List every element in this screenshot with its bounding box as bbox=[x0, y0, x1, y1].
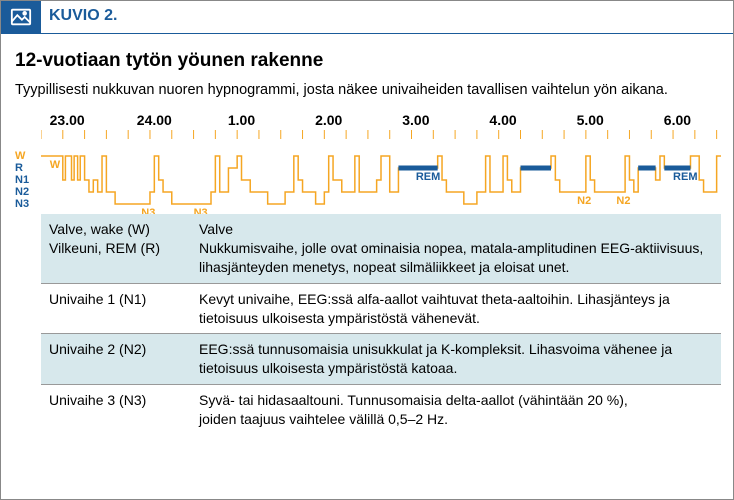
svg-text:N3: N3 bbox=[194, 207, 208, 214]
time-tick-label: 5.00 bbox=[577, 112, 604, 128]
svg-text:N2: N2 bbox=[577, 195, 591, 207]
time-tick-label: 24.00 bbox=[137, 112, 172, 128]
stage-label: N1 bbox=[15, 174, 39, 186]
time-tick-label: 2.00 bbox=[315, 112, 342, 128]
table-row: Univaihe 2 (N2)EEG:ssä tunnusomaisia uni… bbox=[41, 334, 721, 385]
svg-text:N2: N2 bbox=[616, 195, 630, 207]
stage-label: N3 bbox=[15, 198, 39, 210]
time-tick-label: 1.00 bbox=[228, 112, 255, 128]
figure-label: KUVIO 2. bbox=[41, 1, 145, 33]
figure-header: KUVIO 2. bbox=[1, 1, 733, 34]
time-tick-label: 6.00 bbox=[664, 112, 691, 128]
svg-text:W: W bbox=[50, 159, 61, 171]
table-row: Valve, wake (W)Vilkeuni, REM (R)ValveNuk… bbox=[41, 214, 721, 283]
stage-label: W bbox=[15, 150, 39, 162]
definition-cell: Syvä- tai hidasaaltouni. Tunnusomaisia d… bbox=[191, 385, 721, 435]
stage-definition-table: Valve, wake (W)Vilkeuni, REM (R)ValveNuk… bbox=[1, 214, 733, 435]
hypnogram-svg: W N3 N3 REM N2 N2 REM bbox=[41, 130, 721, 214]
image-icon bbox=[1, 1, 41, 33]
definition-cell: Kevyt univaihe, EEG:ssä alfa-aallot vaih… bbox=[191, 283, 721, 334]
term-cell: Univaihe 1 (N1) bbox=[41, 283, 191, 334]
time-tick-label: 3.00 bbox=[402, 112, 429, 128]
table-row: Univaihe 3 (N3)Syvä- tai hidasaaltouni. … bbox=[41, 385, 721, 435]
stage-axis-labels: WRN1N2N3 bbox=[15, 150, 39, 210]
time-tick-label: 4.00 bbox=[489, 112, 516, 128]
chart-canvas: WRN1N2N3 WN3N3REMN2N2REM bbox=[41, 130, 721, 214]
definition-cell: EEG:ssä tunnusomaisia unisukkulat ja K-k… bbox=[191, 334, 721, 385]
definitions-table: Valve, wake (W)Vilkeuni, REM (R)ValveNuk… bbox=[41, 214, 721, 435]
stage-label: N2 bbox=[15, 186, 39, 198]
hypnogram-chart: 23.0024.001.002.003.004.005.006.00 WRN1N… bbox=[1, 112, 733, 214]
svg-text:REM: REM bbox=[416, 171, 440, 183]
definition-cell: ValveNukkumisvaihe, jolle ovat ominaisia… bbox=[191, 214, 721, 283]
term-cell: Valve, wake (W)Vilkeuni, REM (R) bbox=[41, 214, 191, 283]
time-tick-label: 23.00 bbox=[50, 112, 85, 128]
header-tab: KUVIO 2. bbox=[1, 1, 145, 33]
main-title: 12-vuotiaan tytön yöunen rakenne bbox=[1, 34, 733, 82]
stage-label: R bbox=[15, 162, 39, 174]
term-cell: Univaihe 3 (N3) bbox=[41, 385, 191, 435]
svg-text:REM: REM bbox=[673, 171, 697, 183]
svg-text:N3: N3 bbox=[141, 207, 155, 214]
time-axis-labels: 23.00 24.00 1.00 2.00 3.00 4.00 5.00 6.00 bbox=[41, 112, 719, 130]
table-row: Univaihe 1 (N1)Kevyt univaihe, EEG:ssä a… bbox=[41, 283, 721, 334]
subtitle: Tyypillisesti nukkuvan nuoren hypnogramm… bbox=[1, 82, 733, 112]
term-cell: Univaihe 2 (N2) bbox=[41, 334, 191, 385]
